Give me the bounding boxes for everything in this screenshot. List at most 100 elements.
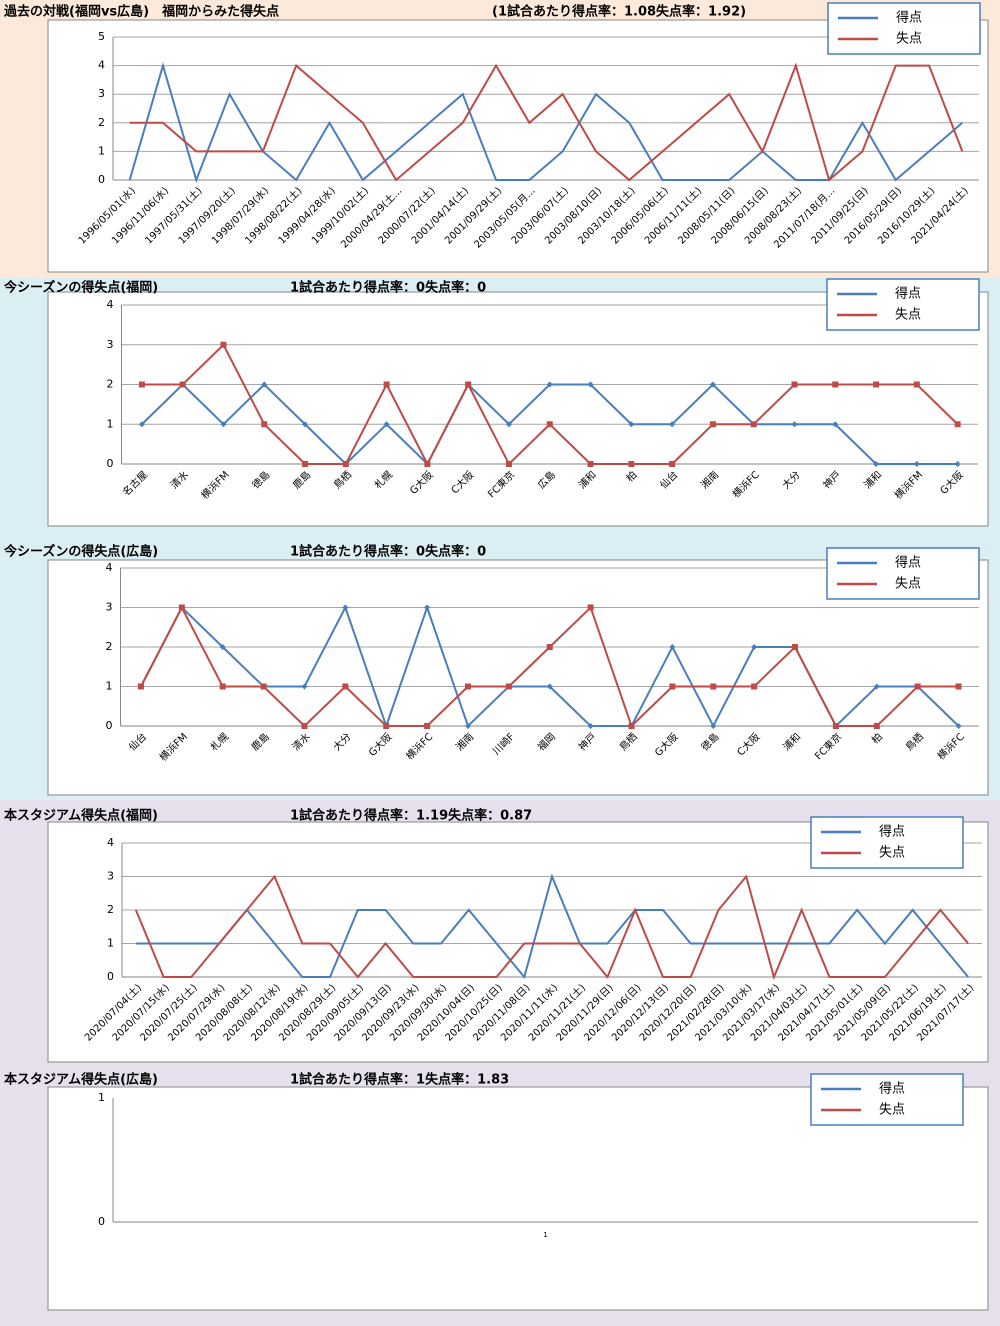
chart-subtitle: (1試合あたり得点率：1.08失点率：1.92) (492, 4, 746, 20)
y-tick-label: 1 (107, 417, 114, 430)
legend-label: 得点 (879, 1081, 905, 1097)
marker (505, 683, 512, 690)
legend-box (826, 547, 980, 600)
marker (424, 604, 431, 611)
y-tick-label: 0 (98, 173, 105, 186)
marker (669, 644, 676, 650)
marker (587, 381, 594, 388)
marker (914, 683, 921, 690)
marker (546, 644, 553, 650)
marker (791, 421, 798, 428)
marker (383, 723, 390, 729)
marker (669, 683, 676, 690)
marker (465, 381, 472, 388)
marker (751, 683, 758, 690)
legend-label: 失点 (896, 32, 922, 47)
legend-box (827, 2, 981, 55)
y-tick-label: 0 (106, 719, 113, 732)
y-tick-label: 0 (107, 457, 114, 470)
marker (832, 381, 839, 388)
marker (137, 683, 144, 690)
marker (383, 381, 390, 388)
marker (954, 461, 961, 467)
marker (873, 723, 880, 729)
legend-label: 失点 (879, 1103, 905, 1118)
y-tick-label: 2 (107, 903, 114, 916)
marker (832, 421, 839, 428)
y-tick-label: 3 (107, 338, 114, 351)
y-tick-label: 1 (106, 680, 113, 693)
y-tick-label: 2 (107, 378, 114, 391)
marker (587, 461, 594, 467)
chart-subtitle: 1試合あたり得点率：1失点率：1.83 (290, 1072, 509, 1088)
marker (261, 421, 268, 428)
marker (628, 723, 635, 729)
marker (138, 381, 145, 388)
marker (751, 644, 758, 650)
marker (628, 421, 635, 428)
y-tick-label: 4 (106, 561, 113, 574)
y-tick-label: 1 (98, 1091, 105, 1104)
marker (709, 421, 716, 428)
marker (873, 683, 880, 690)
marker (342, 683, 349, 690)
marker (955, 683, 962, 690)
x-tick-label: 1 (543, 1231, 547, 1239)
marker (954, 421, 961, 428)
marker (913, 381, 920, 388)
marker (424, 723, 431, 729)
marker (710, 723, 717, 729)
marker (138, 421, 145, 428)
marker (587, 604, 594, 611)
chart-title: 本スタジアム得失点(福岡) (4, 808, 158, 824)
marker (424, 461, 431, 467)
marker (219, 683, 226, 690)
legend-box (810, 816, 964, 869)
marker (710, 683, 717, 690)
marker (220, 341, 227, 348)
marker (301, 683, 308, 690)
marker (342, 461, 349, 467)
chart-title: 過去の対戦(福岡vs広島) 福岡からみた得失点 (3, 4, 279, 20)
y-tick-label: 0 (107, 970, 114, 983)
marker (505, 461, 512, 467)
y-tick-label: 4 (98, 59, 105, 72)
y-tick-label: 4 (107, 836, 114, 849)
series-line (128, 62, 963, 184)
marker (178, 604, 185, 611)
marker (464, 683, 471, 690)
legend-label: 失点 (879, 846, 905, 861)
marker (546, 683, 553, 690)
marker (792, 644, 799, 650)
chart-area (47, 291, 989, 527)
y-tick-label: 1 (107, 937, 114, 950)
marker (546, 421, 553, 428)
y-tick-label: 3 (98, 87, 105, 100)
marker (383, 421, 390, 428)
y-tick-label: 3 (107, 870, 114, 883)
chart-title: 本スタジアム得失点(広島) (4, 1072, 158, 1088)
marker (261, 381, 268, 388)
legend-label: 失点 (895, 308, 921, 323)
marker (302, 461, 309, 467)
marker (709, 381, 716, 388)
legend-label: 得点 (879, 824, 905, 840)
marker (342, 604, 349, 611)
y-tick-label: 2 (106, 640, 113, 653)
marker (464, 723, 471, 729)
marker (628, 461, 635, 467)
marker (301, 723, 308, 729)
y-tick-label: 1 (98, 144, 105, 157)
series-line (135, 873, 969, 980)
marker (832, 723, 839, 729)
chart-title: 今シーズンの得失点(福岡) (3, 280, 158, 296)
legend-label: 得点 (895, 286, 921, 302)
marker (873, 461, 880, 467)
marker (219, 644, 226, 650)
marker (505, 421, 512, 428)
marker (302, 421, 309, 428)
chart-title: 今シーズンの得失点(広島) (3, 544, 158, 560)
marker (791, 381, 798, 388)
series-line (129, 62, 964, 182)
